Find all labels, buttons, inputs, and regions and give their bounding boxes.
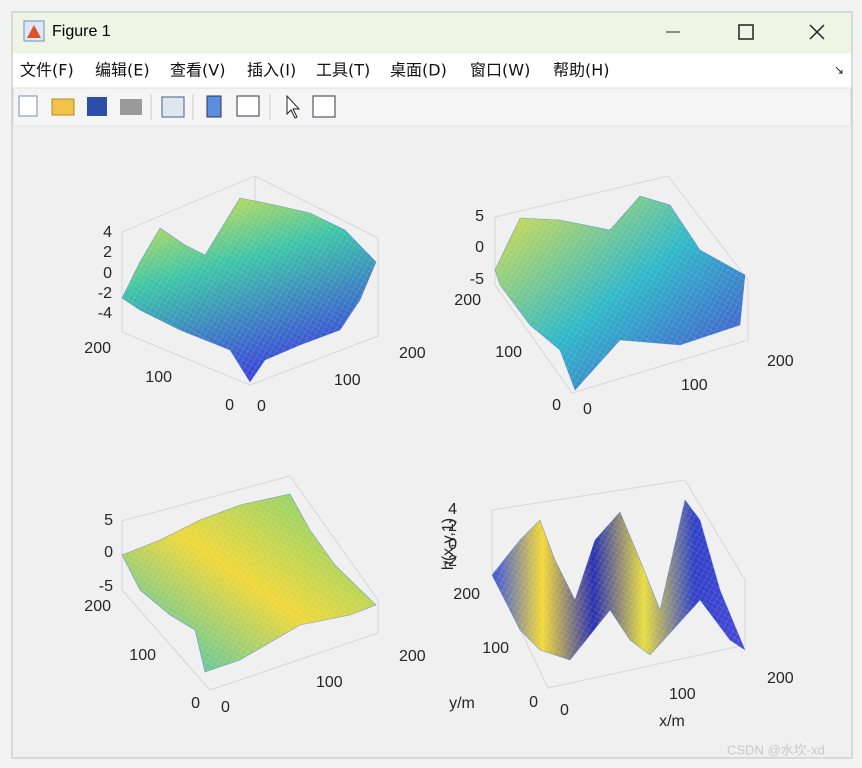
axes-box (494, 175, 749, 394)
x-tick-label: 200 (767, 353, 794, 370)
property-icon[interactable] (312, 95, 336, 118)
menu-item[interactable]: 桌面(D) (390, 61, 447, 80)
y-label: y/m (449, 695, 475, 712)
watermark: CSDN @水坎-xd (727, 742, 825, 757)
x-tick-label: 100 (316, 674, 343, 691)
y-tick-label: 0 (225, 397, 234, 414)
menu-item[interactable]: 插入(I) (247, 61, 296, 80)
menu-item[interactable]: 窗口(W) (470, 61, 530, 80)
surface-mesh (495, 196, 745, 390)
y-tick-label: 100 (482, 640, 509, 657)
surface-mesh (122, 198, 376, 382)
menu-item[interactable]: 工具(T) (316, 61, 370, 80)
z-tick-label: -2 (98, 285, 112, 302)
x-tick-label: 200 (399, 648, 426, 665)
menu-item[interactable]: 编辑(E) (95, 61, 150, 80)
x-tick-label: 100 (334, 372, 361, 389)
axes: 4 2 0 -2 -4 200 100 0 0 100 200 (84, 175, 426, 415)
y-tick-label: 100 (129, 647, 156, 664)
print-icon[interactable] (120, 99, 142, 115)
link-icon[interactable] (161, 96, 185, 118)
toolbar (12, 87, 852, 127)
menu-bar (13, 53, 851, 88)
z-tick-label: 0 (448, 536, 457, 553)
legend-icon[interactable] (236, 95, 260, 117)
y-tick-label: 200 (453, 586, 480, 603)
toolbar-icons (18, 94, 336, 120)
z-tick-label: 5 (104, 512, 113, 529)
close[interactable] (809, 24, 825, 40)
x-tick-label: 200 (399, 345, 426, 362)
title-bar (13, 13, 851, 53)
z-tick-label: 5 (475, 208, 484, 225)
x-tick-label: 0 (257, 398, 266, 415)
z-tick-label: 4 (448, 501, 457, 518)
menu-item[interactable]: 文件(F) (20, 61, 74, 80)
x-tick-label: 100 (681, 377, 708, 394)
z-tick-label: 0 (103, 265, 112, 282)
x-tick-label: 0 (583, 401, 592, 418)
z-tick-label: 0 (475, 239, 484, 256)
window-title: Figure 1 (52, 23, 111, 40)
y-tick-label: 100 (495, 344, 522, 361)
menu-arrow[interactable]: ↘ (834, 63, 844, 77)
z-tick-label: 2 (103, 244, 112, 261)
y-tick-label: 0 (529, 694, 538, 711)
colorbar-icon[interactable] (206, 95, 222, 118)
new-icon[interactable] (18, 95, 38, 117)
y-tick-label: 100 (145, 369, 172, 386)
surface-mesh (122, 494, 376, 672)
x-tick-label: 0 (560, 702, 569, 719)
y-tick-label: 0 (552, 397, 561, 414)
y-tick-label: 0 (191, 695, 200, 712)
z-tick-label: -5 (470, 271, 484, 288)
y-tick-label: 200 (84, 598, 111, 615)
axes: 5 0 -5 200 100 0 0 100 200 (84, 475, 426, 716)
x-tick-label: 100 (669, 686, 696, 703)
maximize[interactable] (738, 24, 754, 40)
z-tick-label: -5 (99, 578, 113, 595)
z-tick-label: -4 (98, 305, 112, 322)
axes: 5 0 -5 200 100 0 0 100 200 (454, 175, 794, 418)
window (11, 11, 853, 759)
z-tick-label: 4 (103, 224, 112, 241)
y-tick-label: 200 (84, 340, 111, 357)
x-tick-label: 0 (221, 699, 230, 716)
app-icon-shape (27, 25, 41, 38)
x-label: x/m (659, 713, 685, 730)
menu-item[interactable]: 查看(V) (170, 61, 225, 80)
menu-item[interactable]: 帮助(H) (553, 61, 610, 80)
z-tick-label: 2 (448, 518, 457, 535)
save-icon[interactable] (87, 97, 107, 116)
axes-box (121, 475, 379, 691)
pointer-icon[interactable] (286, 94, 301, 119)
open-icon[interactable] (51, 98, 75, 116)
y-tick-label: 200 (454, 292, 481, 309)
axes-box (491, 479, 746, 689)
z-tick-label: -2 (443, 553, 457, 570)
z-label: h(x,y,1) (440, 518, 457, 570)
z-tick-label: 0 (104, 544, 113, 561)
surface-mesh (492, 500, 745, 660)
x-tick-label: 200 (767, 670, 794, 687)
